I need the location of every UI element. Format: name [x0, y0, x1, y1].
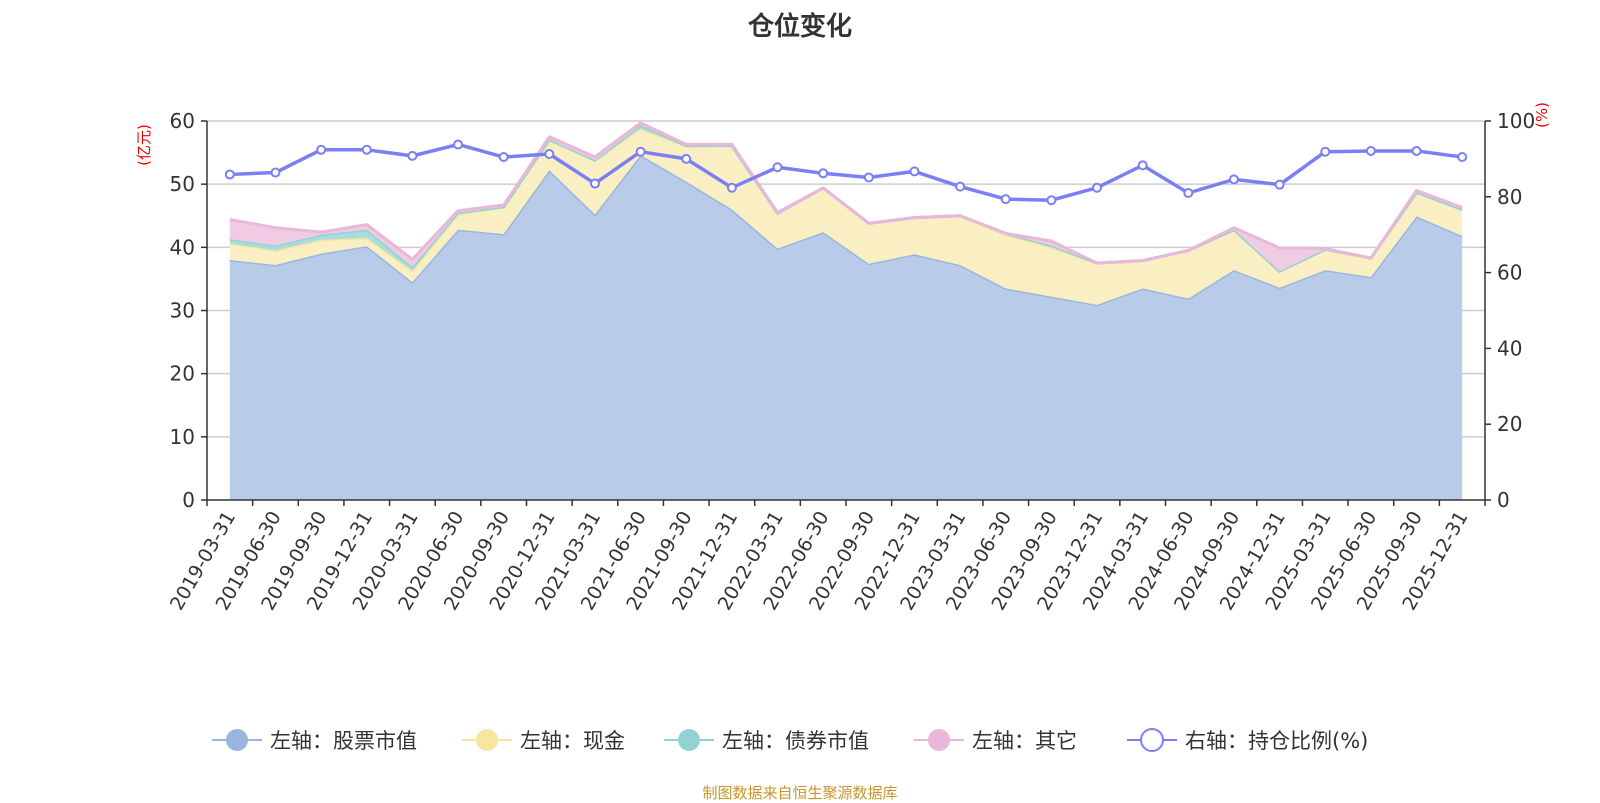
left-axis-tick-label: 50 [170, 172, 195, 196]
legend-marker [928, 729, 950, 751]
ratio-point [544, 148, 555, 159]
chart-title: 仓位变化 [747, 12, 852, 42]
ratio-point [361, 144, 372, 155]
ratio-point [1046, 195, 1057, 206]
right-axis-tick-label: 80 [1497, 185, 1522, 209]
right-axis-tick-label: 20 [1497, 412, 1522, 436]
legend-label: 左轴：债券市值 [722, 729, 869, 753]
ratio-point [1411, 145, 1422, 156]
left-axis-tick-label: 40 [170, 235, 195, 259]
left-axis-tick-label: 60 [170, 109, 195, 133]
ratio-point [224, 169, 235, 180]
ratio-point [863, 172, 874, 183]
right-axis-tick-label: 40 [1497, 336, 1522, 360]
ratio-point [955, 181, 966, 192]
ratio-point [1457, 152, 1468, 163]
right-axis-tick-label: 60 [1497, 261, 1522, 285]
right-axis-tick-label: 0 [1497, 488, 1510, 512]
left-axis-tick-label: 20 [170, 362, 195, 386]
ratio-point [1320, 146, 1331, 157]
ratio-point [453, 139, 464, 150]
area-左轴：现金 [229, 128, 1463, 305]
ratio-point [1137, 160, 1148, 171]
ratio-point [1274, 179, 1285, 190]
legend-marker [678, 729, 700, 751]
right-axis-unit: (%) [1533, 102, 1551, 128]
legend-marker [476, 729, 498, 751]
area-左轴：股票市值 [229, 155, 1463, 501]
ratio-point [635, 146, 646, 157]
legend-label: 左轴：其它 [972, 729, 1077, 753]
ratio-point [1092, 182, 1103, 193]
ratio-point [726, 182, 737, 193]
ratio-point [681, 153, 692, 164]
legend-label: 左轴：股票市值 [270, 729, 417, 753]
ratio-point [1365, 145, 1376, 156]
data-source-note: 制图数据来自恒生聚源数据库 [702, 784, 898, 802]
area-line-左轴：其它 [229, 121, 1463, 265]
right-axis-tick-label: 100 [1497, 109, 1535, 133]
left-axis-tick-label: 10 [170, 425, 195, 449]
left-axis-tick-label: 0 [182, 488, 195, 512]
ratio-point [407, 150, 418, 161]
ratio-point [1000, 194, 1011, 205]
ratio-point [1183, 188, 1194, 199]
left-axis-unit: (亿元) [135, 124, 153, 166]
ratio-point [1228, 174, 1239, 185]
legend-label: 左轴：现金 [520, 729, 625, 753]
ratio-point [316, 144, 327, 155]
left-axis-tick-label: 30 [170, 299, 195, 323]
ratio-point [909, 166, 920, 177]
ratio-point [270, 167, 281, 178]
legend-marker [226, 729, 248, 751]
ratio-point [589, 178, 600, 189]
legend-marker [1140, 728, 1164, 752]
ratio-point [498, 152, 509, 163]
ratio-point [818, 168, 829, 179]
ratio-line [229, 142, 1463, 202]
ratio-point [772, 162, 783, 173]
legend-label: 右轴：持仓比例(%) [1185, 729, 1368, 753]
